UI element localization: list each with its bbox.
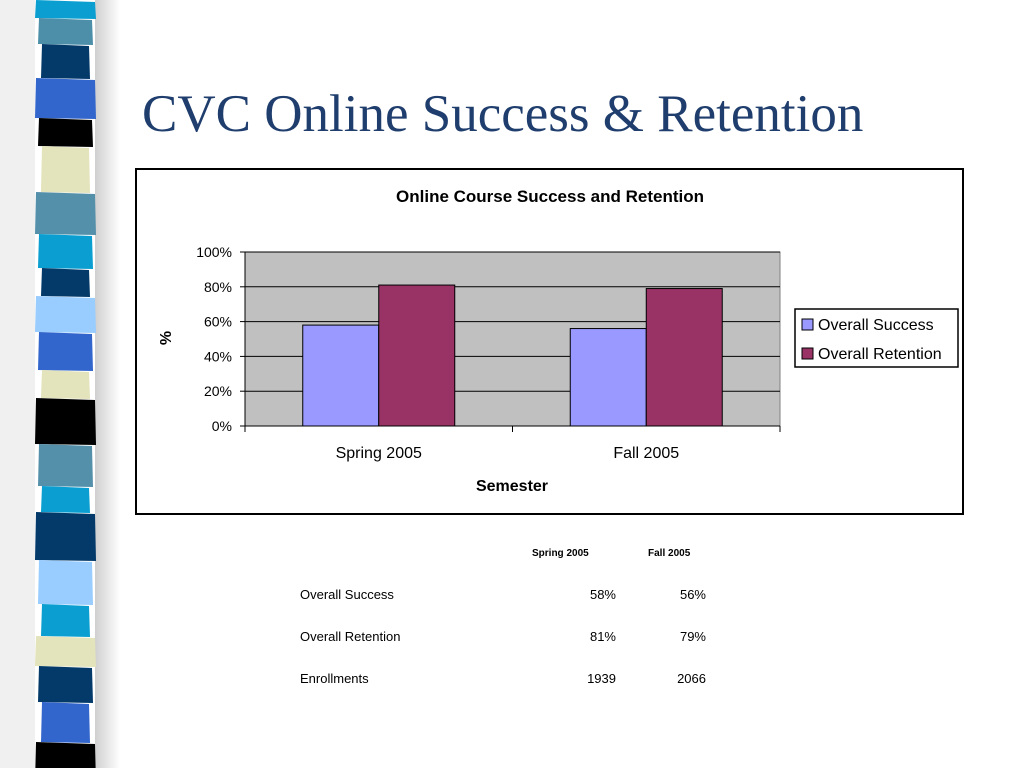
y-tick-label: 100%	[196, 244, 232, 260]
stripe-block	[35, 742, 96, 768]
stripe-block	[38, 666, 93, 703]
y-tick-label: 60%	[204, 314, 232, 330]
decorative-stripe	[0, 0, 120, 768]
stripe-block	[35, 192, 96, 235]
bar	[378, 284, 456, 427]
stripe-block	[41, 604, 90, 637]
bar	[645, 288, 723, 427]
bar-chart: Online Course Success and Retention 0% 20…	[158, 187, 959, 495]
table-header-spring: Spring 2005	[532, 548, 589, 559]
table-row-label: Enrollments	[300, 671, 369, 686]
x-tick-label: Fall 2005	[613, 445, 679, 462]
table-row-label: Overall Retention	[300, 629, 401, 644]
chart-title: Online Course Success and Retention	[396, 187, 704, 206]
table-cell: 58%	[589, 587, 616, 602]
legend-box	[794, 308, 959, 368]
table-row-label: Overall Success	[300, 587, 394, 602]
stripe-block	[41, 486, 90, 513]
bar	[569, 328, 647, 427]
legend-swatch	[801, 318, 814, 331]
slide-title: CVC Online Success & Retention	[142, 85, 864, 143]
legend-label: Overall Retention	[818, 346, 942, 363]
table-header-fall: Fall 2005	[648, 548, 691, 559]
y-tick-label: 0%	[212, 418, 232, 434]
stripe-block	[38, 332, 93, 371]
table-cell: 2066	[677, 671, 706, 686]
plot-area: 0% 20% 40% 60% 80% 100% Spring 2005 Fall 2005	[196, 244, 781, 462]
y-tick-label: 40%	[204, 348, 232, 364]
stripe-block	[38, 444, 93, 487]
stripe-block	[38, 234, 93, 269]
table-cell: 56%	[679, 587, 706, 602]
stripe-block	[35, 512, 96, 561]
stripe-block	[35, 636, 96, 667]
stripe-block	[38, 18, 93, 45]
stripe-block	[41, 370, 90, 399]
stripe-block	[38, 118, 93, 147]
stripe-block	[41, 146, 90, 193]
stripe-block	[41, 268, 90, 297]
x-tick-label: Spring 2005	[336, 445, 422, 462]
stripe-block	[38, 560, 93, 605]
stripe-block	[35, 0, 96, 19]
stripe-block	[41, 702, 90, 743]
stripe-block	[35, 398, 96, 445]
table-cell: 81%	[589, 629, 616, 644]
stripe-block	[41, 44, 90, 79]
legend-swatch	[801, 347, 814, 360]
bar	[302, 324, 380, 427]
table-cell: 79%	[679, 629, 706, 644]
table-cell: 1939	[587, 671, 616, 686]
stripe-block	[35, 78, 96, 119]
y-tick-label: 80%	[204, 279, 232, 295]
y-axis-label: %	[158, 331, 175, 345]
legend-label: Overall Success	[818, 317, 934, 334]
x-axis-label: Semester	[476, 478, 548, 495]
y-tick-label: 20%	[204, 383, 232, 399]
stripe-block	[35, 296, 96, 333]
chart-legend: Overall Success Overall Retention	[794, 308, 959, 368]
